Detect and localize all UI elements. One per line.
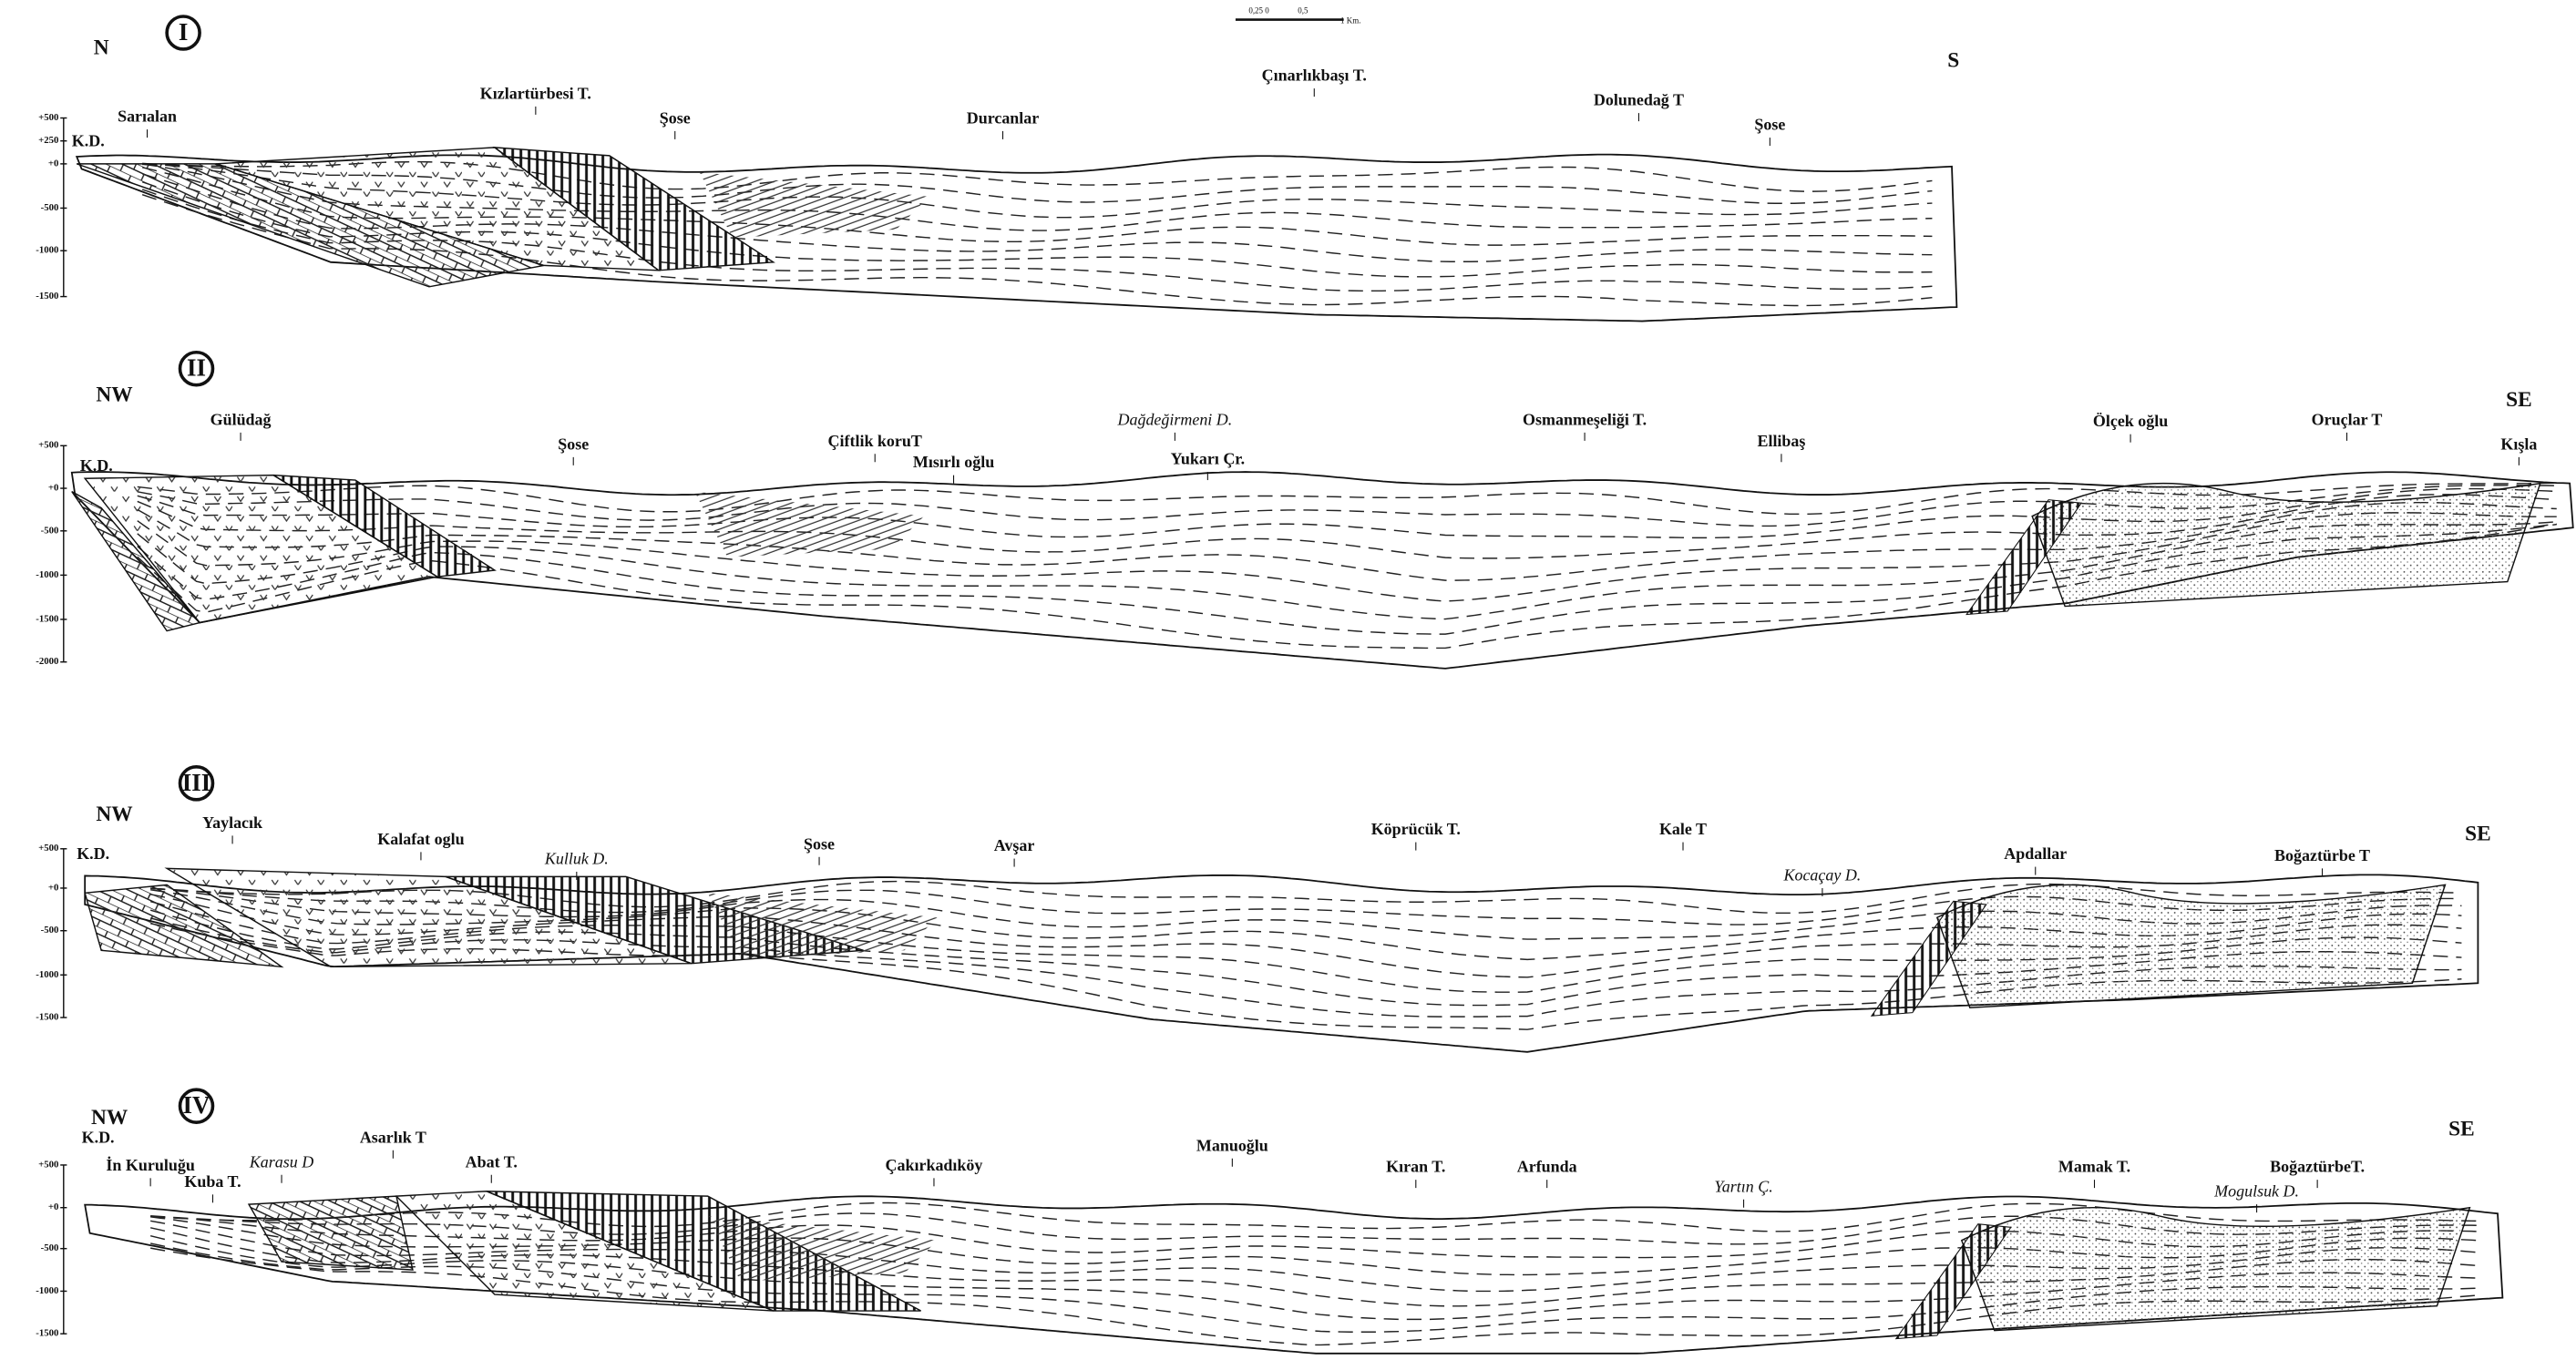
- place-label: Manuoğlu: [1196, 1136, 1268, 1154]
- direction-label: SE: [2448, 1118, 2475, 1141]
- geological-sections: 0,25 0 0,5 1 Km. I N S +500 +250 +0 -500 -1000 -…: [0, 0, 2576, 1360]
- folded-zone: [1962, 1208, 2470, 1331]
- direction-label: SE: [2465, 823, 2491, 846]
- place-label: Kışla: [2500, 435, 2537, 453]
- place-label: Apdallar: [2004, 844, 2067, 863]
- place-label: Çakırkadıköy: [886, 1156, 983, 1174]
- place-label: BoğaztürbeT.: [2270, 1158, 2365, 1176]
- section-numeral: II: [187, 354, 206, 382]
- elevation-label: -1000: [36, 245, 58, 256]
- elevation-label: -1000: [36, 1285, 58, 1296]
- place-label: Yukarı Çr.: [1171, 450, 1246, 468]
- scale-bar: 0,25 0 0,5 1 Km.: [1236, 6, 1361, 26]
- direction-label: S: [1947, 49, 1959, 73]
- scale-label: 0,25 0: [1248, 6, 1269, 15]
- place-label: Çınarlıkbaşı T.: [1262, 66, 1367, 85]
- section: IV NW SE +500 +0 -500 -1000 -1500 K.D. İn Kuruluğ…: [36, 1089, 2502, 1354]
- elevation-label: +0: [48, 1202, 59, 1212]
- elevation-label: -1500: [36, 1328, 58, 1339]
- place-label: Kıran T.: [1386, 1158, 1445, 1176]
- scale-label: 0,5: [1298, 6, 1309, 15]
- place-label: Şose: [1754, 116, 1785, 134]
- place-label: Osmanmeşeliği T.: [1523, 410, 1647, 428]
- direction-label: NW: [96, 803, 133, 826]
- section-numeral: I: [179, 18, 189, 46]
- elevation-label: +500: [38, 440, 58, 451]
- elevation-label: +500: [38, 112, 58, 123]
- place-label: İn Kuruluğu: [106, 1156, 194, 1174]
- place-label: Kulluk D.: [544, 849, 609, 867]
- place-label: Köprücük T.: [1371, 820, 1461, 838]
- limestone-zone: [249, 1196, 413, 1270]
- place-label: Dolunedağ T: [1594, 91, 1684, 109]
- place-label: Boğaztürbe T: [2274, 846, 2370, 864]
- place-label: Gülüdağ: [210, 410, 272, 428]
- place-label: Mamak T.: [2058, 1158, 2130, 1176]
- elevation-label: -500: [41, 1242, 59, 1253]
- place-label: Çiftlik koruT: [828, 432, 922, 450]
- direction-label: SE: [2506, 388, 2532, 412]
- place-label: Yaylacık: [202, 813, 262, 832]
- place-label: Kızlartürbesi T.: [480, 84, 591, 102]
- elevation-label: -1000: [36, 569, 58, 580]
- place-label: Şose: [558, 435, 589, 453]
- volcanic-zone: [85, 475, 437, 623]
- section-numeral: III: [182, 769, 211, 796]
- place-label: Mısırlı oğlu: [913, 453, 994, 471]
- place-label: Sarıalan: [118, 107, 177, 126]
- place-label: Yartın Ç.: [1714, 1177, 1772, 1195]
- place-label: Oruçlar T: [2312, 410, 2383, 428]
- place-label: Şose: [660, 108, 691, 127]
- elevation-label: +0: [48, 158, 59, 169]
- place-label: K.D.: [82, 1128, 115, 1146]
- place-label: Mogulsuk D.: [2213, 1182, 2299, 1201]
- elevation-label: +0: [48, 882, 59, 893]
- folded-zone: [1937, 885, 2446, 1007]
- elevation-label: +0: [48, 483, 59, 494]
- direction-label: NW: [96, 383, 133, 407]
- elevation-label: +500: [38, 1159, 58, 1170]
- elevation-label: -500: [41, 202, 59, 213]
- place-label: K.D.: [72, 132, 105, 150]
- section: I N S +500 +250 +0 -500 -1000 -1500 K.D. Sarıalan K…: [36, 16, 1959, 322]
- direction-label: NW: [91, 1106, 128, 1130]
- place-label: Asarlık T: [360, 1128, 426, 1146]
- scale-label: 1 Km.: [1340, 15, 1360, 25]
- zone: [708, 893, 938, 958]
- place-label: Kuba T.: [184, 1172, 241, 1191]
- elevation-label: -1500: [36, 613, 58, 624]
- elevation-label: -500: [41, 525, 59, 536]
- place-label: Avşar: [994, 836, 1035, 854]
- elevation-label: -2000: [36, 656, 58, 667]
- direction-label: N: [94, 36, 109, 59]
- elevation-label: -1500: [36, 1012, 58, 1023]
- place-label: K.D.: [77, 844, 109, 863]
- place-label: K.D.: [80, 456, 113, 475]
- section: III NW SE +500 +0 -500 -1000 -1500 K.D. Yaylacık K…: [36, 767, 2490, 1052]
- elevation-label: -1000: [36, 969, 58, 980]
- place-label: Durcanlar: [967, 108, 1040, 127]
- elevation-label: +500: [38, 843, 58, 854]
- place-label: Kalafat oglu: [377, 830, 464, 848]
- place-label: Ölçek oğlu: [2093, 412, 2168, 430]
- zone: [700, 172, 929, 238]
- place-label: Karasu D: [249, 1152, 313, 1171]
- elevation-label: -1500: [36, 291, 58, 302]
- section-numeral: IV: [183, 1091, 210, 1119]
- folded-zone: [2032, 484, 2540, 607]
- elevation-label: -500: [41, 925, 59, 936]
- section: II NW SE +500 +0 -500 -1000 -1500 -2000 K.D. Gülüd…: [36, 353, 2573, 669]
- place-label: Kale T: [1659, 820, 1707, 838]
- place-label: Şose: [804, 834, 835, 853]
- place-label: Arfunda: [1517, 1158, 1577, 1176]
- elevation-label: +250: [38, 135, 58, 146]
- place-label: Kocaçay D.: [1782, 865, 1861, 884]
- place-label: Abat T.: [466, 1152, 518, 1171]
- zone: [694, 492, 924, 557]
- place-label: Dağdeğirmeni D.: [1117, 410, 1233, 428]
- place-label: Ellibaş: [1757, 432, 1805, 450]
